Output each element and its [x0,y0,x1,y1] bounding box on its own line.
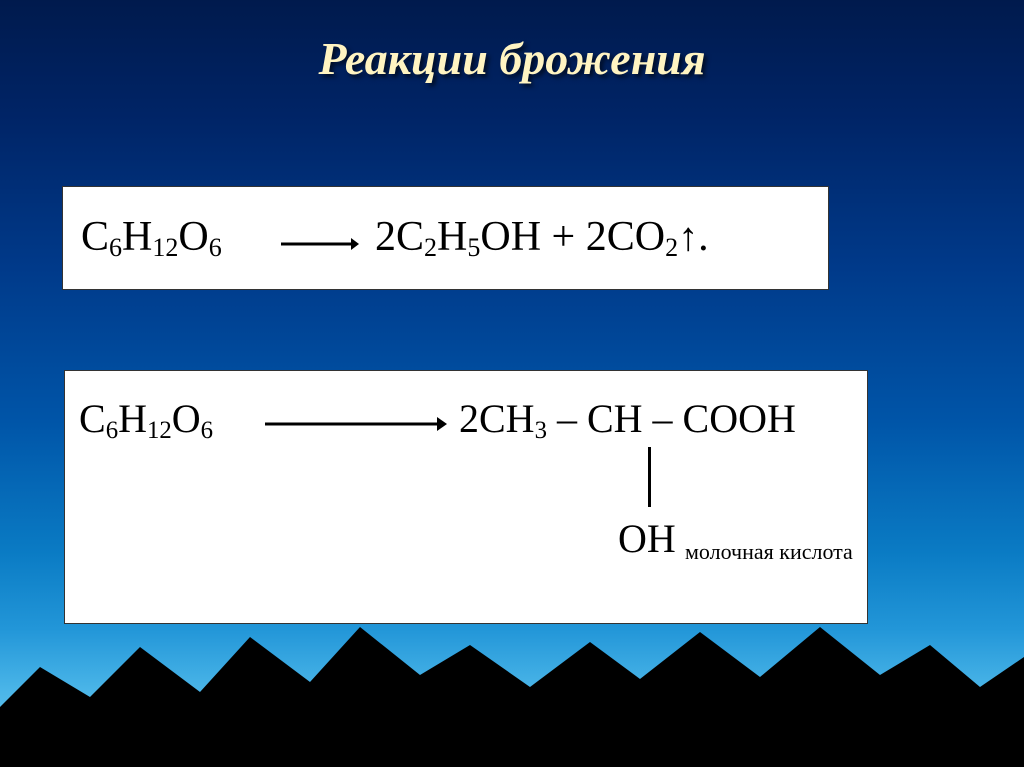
eq2-branch-group: OH [618,515,676,562]
slide-title: Реакции брожения [0,32,1024,85]
eq2-product-line: 2CH3 – CH – COOH [459,395,796,445]
eq1-arrow-icon [281,235,359,253]
eq2-reactant: C6H12O6 [79,395,213,445]
eq1-products: 2C2H5OH + 2CO2↑. [375,213,709,263]
eq2-bond-icon [648,447,651,507]
equation-box-1: C6H12O6 2C2H5OH + 2CO2↑. [62,186,829,290]
equation-box-2: C6H12O6 2CH3 – CH – COOH OH молочная кис… [64,370,868,624]
eq2-arrow-icon [265,415,447,433]
eq1-reactant: C6H12O6 [81,213,222,263]
eq2-branch-label: молочная кислота [685,539,853,565]
mountain-silhouette [0,597,1024,767]
eq1-terminator: . [698,214,709,260]
slide: Реакции брожения C6H12O6 2C2H5OH + 2CO2↑… [0,0,1024,767]
